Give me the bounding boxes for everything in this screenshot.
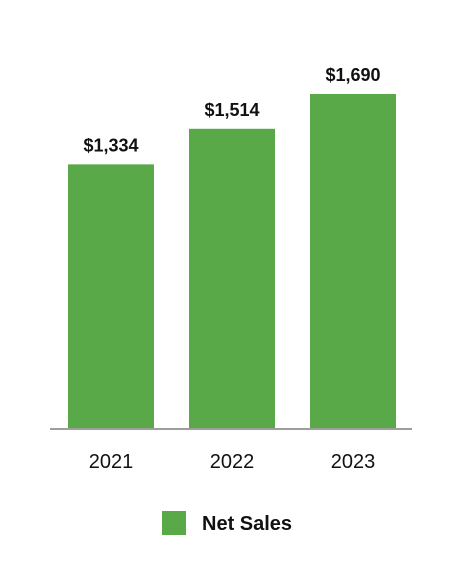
value-labels-layer: $1,334 $1,514 $1,690 bbox=[83, 65, 380, 155]
x-tick-label-2021: 2021 bbox=[89, 451, 134, 473]
x-tick-labels: 2021 2022 2023 bbox=[89, 451, 376, 473]
value-label-2023: $1,690 bbox=[325, 65, 380, 85]
value-label-2022: $1,514 bbox=[204, 100, 259, 120]
value-label-2021: $1,334 bbox=[83, 135, 138, 155]
bar-2022 bbox=[189, 128, 275, 428]
x-tick-label-2022: 2022 bbox=[210, 451, 255, 473]
bar-2021 bbox=[68, 164, 154, 428]
legend-swatch bbox=[162, 511, 186, 535]
legend: Net Sales bbox=[162, 511, 292, 535]
legend-label: Net Sales bbox=[202, 513, 292, 535]
x-tick-label-2023: 2023 bbox=[331, 451, 376, 473]
bars-layer bbox=[68, 94, 396, 428]
bar-2023 bbox=[310, 94, 396, 428]
